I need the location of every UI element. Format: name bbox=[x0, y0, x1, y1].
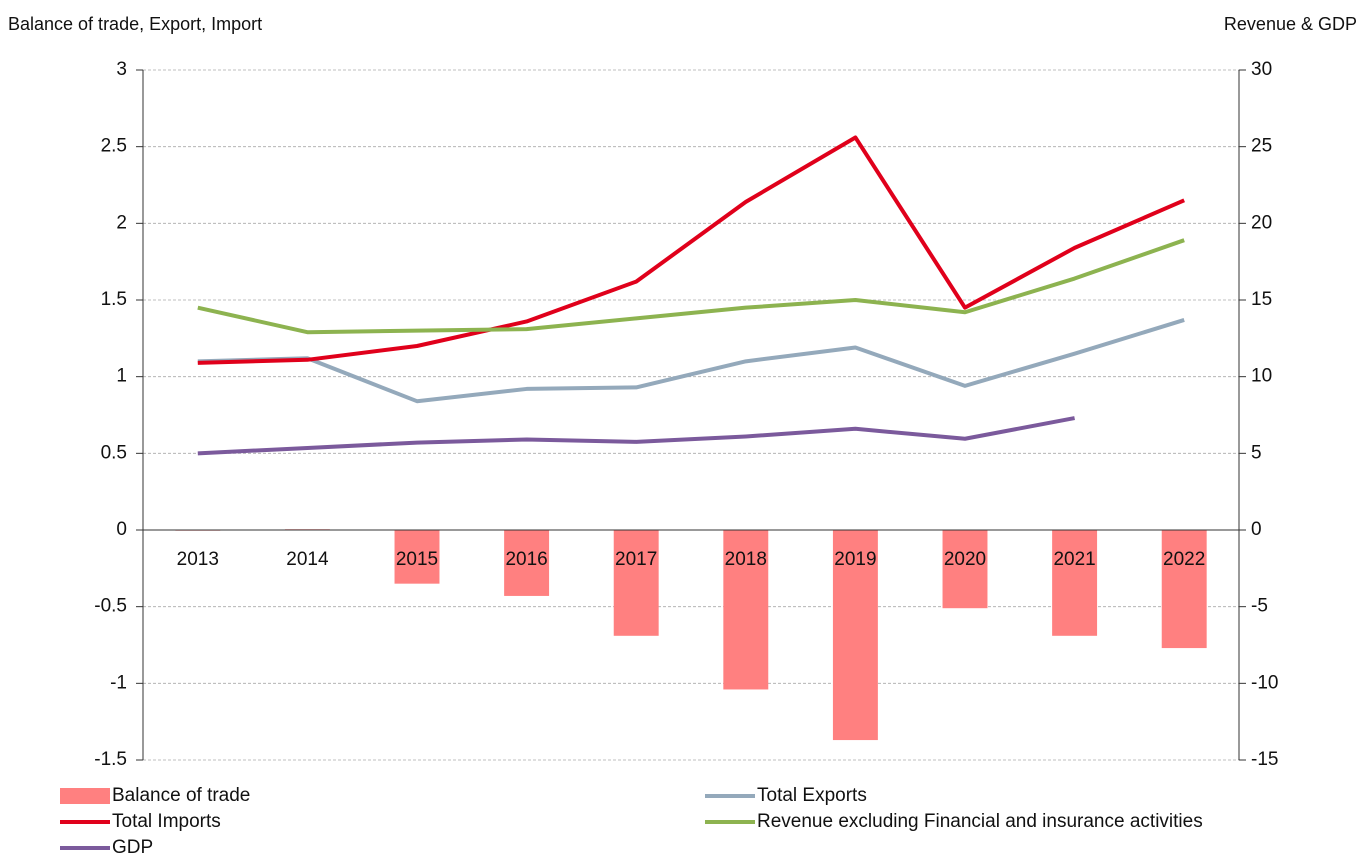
line bbox=[197, 416, 1075, 456]
x-tick-label: 2017 bbox=[615, 549, 657, 570]
legend-label: Balance of trade bbox=[112, 785, 250, 806]
x-tick-label: 2015 bbox=[396, 549, 438, 570]
bar bbox=[394, 530, 440, 584]
x-tick-label: 2014 bbox=[286, 549, 329, 570]
y-tick-label: 1.5 bbox=[101, 289, 127, 310]
y-tick-label: 0 bbox=[116, 519, 127, 540]
bar bbox=[613, 530, 659, 636]
x-tick-label: 2022 bbox=[1163, 549, 1205, 570]
y2-tick-label: 30 bbox=[1251, 59, 1272, 80]
y-axis-title: Balance of trade, Export, Import bbox=[8, 14, 262, 34]
y-tick-label: 2 bbox=[116, 212, 127, 233]
y-tick-label: -1 bbox=[110, 672, 127, 693]
legend-swatch bbox=[60, 788, 110, 804]
y2-axis-title: Revenue & GDP bbox=[1224, 14, 1357, 34]
y-tick-label: 2.5 bbox=[101, 136, 127, 157]
bar bbox=[832, 530, 878, 741]
bar bbox=[1161, 530, 1207, 649]
bar bbox=[1052, 530, 1098, 636]
y2-tick-label: 15 bbox=[1251, 289, 1272, 310]
y2-tick-label: -15 bbox=[1251, 749, 1278, 770]
x-tick-label: 2021 bbox=[1053, 549, 1095, 570]
line bbox=[197, 238, 1185, 335]
y2-tick-label: -5 bbox=[1251, 596, 1268, 617]
x-tick-label: 2018 bbox=[725, 549, 767, 570]
x-tick-label: 2020 bbox=[944, 549, 986, 570]
bar bbox=[723, 530, 769, 690]
legend-label: Total Exports bbox=[757, 785, 867, 806]
line bbox=[197, 135, 1185, 365]
x-tick-label: 2013 bbox=[177, 549, 219, 570]
y2-tick-label: 0 bbox=[1251, 519, 1262, 540]
y2-tick-label: -10 bbox=[1251, 672, 1278, 693]
y-tick-label: 0.5 bbox=[101, 442, 127, 463]
y2-tick-label: 25 bbox=[1251, 136, 1272, 157]
legend-label: Revenue excluding Financial and insuranc… bbox=[757, 811, 1203, 832]
legend-label: Total Imports bbox=[112, 811, 221, 832]
bar bbox=[942, 530, 988, 609]
y2-tick-label: 20 bbox=[1251, 212, 1272, 233]
y-tick-label: -1.5 bbox=[94, 749, 127, 770]
y2-tick-label: 5 bbox=[1251, 442, 1262, 463]
y2-tick-label: 10 bbox=[1251, 366, 1272, 387]
x-tick-label: 2016 bbox=[505, 549, 547, 570]
legend-label: GDP bbox=[112, 837, 153, 858]
y-tick-label: 3 bbox=[116, 59, 127, 80]
x-tick-label: 2019 bbox=[834, 549, 876, 570]
y-tick-label: 1 bbox=[116, 366, 127, 387]
bar bbox=[504, 530, 550, 596]
line bbox=[197, 318, 1185, 404]
y-tick-label: -0.5 bbox=[94, 596, 127, 617]
